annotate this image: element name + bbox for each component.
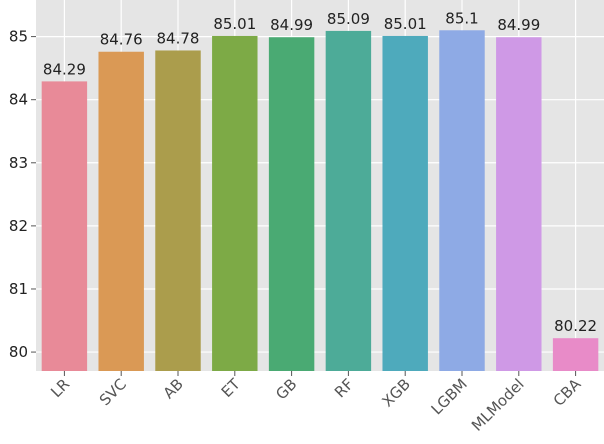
- y-tick-label: 82: [9, 217, 28, 235]
- x-tick-label: SVC: [96, 375, 130, 409]
- bar-cba: [552, 338, 599, 371]
- x-tick-label: RF: [331, 375, 357, 401]
- bar-value-label: 84.99: [270, 16, 313, 34]
- y-tick-label: 83: [9, 154, 28, 172]
- y-tick-label: 81: [9, 280, 28, 298]
- bar-value-label: 85.09: [327, 10, 370, 28]
- x-tick-label: GB: [272, 375, 300, 403]
- bar-lr: [41, 81, 88, 372]
- bar-value-label: 84.29: [43, 60, 86, 78]
- bar-xgb: [382, 35, 428, 371]
- bar-et: [212, 35, 258, 371]
- x-tick-label: MLModel: [468, 375, 528, 435]
- bar-value-labels: 84.29 84.76 84.78 85.01 84.99 85.09 85.01 85.1 8…: [43, 9, 597, 335]
- y-axis: 80 81 82 83 84 85: [9, 28, 36, 361]
- x-tick-label: XGB: [379, 375, 414, 410]
- y-tick-label: 80: [9, 343, 28, 361]
- bar-value-label: 85.1: [445, 9, 478, 27]
- bar-value-label: 84.99: [497, 16, 540, 34]
- bar-ab: [155, 50, 201, 371]
- x-tick-label: ET: [218, 375, 245, 402]
- x-tick-label: LR: [47, 375, 73, 401]
- bar-value-label: 84.76: [100, 31, 143, 49]
- x-tick-label: AB: [160, 375, 187, 402]
- y-tick-label: 85: [9, 28, 28, 46]
- bar-gb: [268, 37, 315, 371]
- bar-mlmodel: [496, 37, 542, 371]
- bar-value-label: 84.78: [157, 29, 200, 47]
- bar-value-label: 85.01: [213, 15, 256, 33]
- y-tick-label: 84: [9, 91, 28, 109]
- bar-rf: [325, 30, 372, 372]
- bar-svc: [98, 51, 144, 371]
- x-tick-label: CBA: [550, 375, 585, 410]
- bar-value-label: 80.22: [554, 317, 597, 335]
- bar-value-label: 85.01: [384, 15, 427, 33]
- bars: [41, 30, 599, 372]
- x-tick-label: LGBM: [428, 375, 471, 418]
- bar-lgbm: [439, 30, 485, 372]
